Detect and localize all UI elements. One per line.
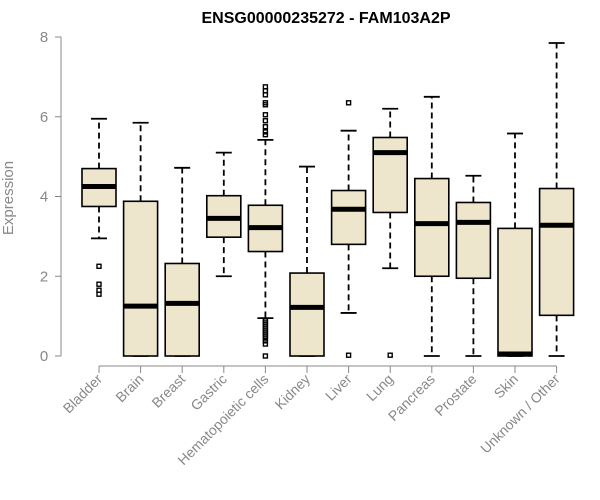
box-group-skin xyxy=(497,132,533,357)
chart-title: ENSG00000235272 - FAM103A2P xyxy=(201,10,450,27)
box-series xyxy=(81,42,575,359)
y-tick-label-2: 2 xyxy=(40,268,48,285)
outlier-hematopoietic-cells-2 xyxy=(262,92,269,98)
x-tick-label-kidney: Kidney xyxy=(272,371,314,413)
box-pancreas xyxy=(413,177,450,278)
outlier-hematopoietic-cells-7 xyxy=(262,124,269,130)
box-unknown-other xyxy=(538,187,575,317)
box-liver xyxy=(330,189,367,246)
outlier-hematopoietic-cells-22 xyxy=(262,353,269,359)
x-tick-label-prostate: Prostate xyxy=(431,371,479,419)
outlier-hematopoietic-cells-19 xyxy=(262,335,269,341)
box-group-brain xyxy=(122,121,159,357)
box-group-hematopoietic-cells xyxy=(247,84,284,359)
y-tick-label-6: 6 xyxy=(40,109,48,126)
box-group-kidney xyxy=(289,165,325,357)
x-tick-label-bladder: Bladder xyxy=(60,371,106,417)
box-kidney xyxy=(289,272,325,357)
y-tick-label-4: 4 xyxy=(40,189,48,206)
box-group-bladder xyxy=(81,117,117,297)
x-tick-label-brain: Brain xyxy=(112,371,146,405)
box-breast xyxy=(164,262,200,357)
box-group-breast xyxy=(164,166,200,357)
box-group-gastric xyxy=(206,151,242,278)
outlier-hematopoietic-cells-9 xyxy=(262,131,269,138)
x-tick-label-liver: Liver xyxy=(322,371,355,404)
box-group-lung xyxy=(372,107,409,358)
y-axis-label: Expression xyxy=(0,161,17,235)
outlier-hematopoietic-cells-20 xyxy=(262,338,269,344)
outlier-bladder-1 xyxy=(96,281,102,287)
y-axis: 0 2 4 6 8 xyxy=(40,29,62,365)
y-tick-label-8: 8 xyxy=(40,29,48,46)
box-group-pancreas xyxy=(413,95,450,357)
x-tick-label-skin: Skin xyxy=(491,371,522,402)
outlier-bladder-0 xyxy=(96,263,102,269)
box-group-liver xyxy=(330,100,367,358)
outlier-hematopoietic-cells-6 xyxy=(262,118,269,124)
outlier-hematopoietic-cells-8 xyxy=(262,129,269,135)
x-tick-label-lung: Lung xyxy=(363,371,396,404)
outlier-hematopoietic-cells-21 xyxy=(262,341,269,347)
outlier-hematopoietic-cells-5 xyxy=(262,112,269,118)
outlier-liver-0 xyxy=(345,100,352,106)
outlier-liver-1 xyxy=(345,352,352,358)
x-tick-label-breast: Breast xyxy=(148,371,188,411)
box-prostate xyxy=(455,201,492,280)
outlier-bladder-3 xyxy=(96,291,102,297)
box-group-unknown-other xyxy=(538,42,575,357)
outlier-lung-0 xyxy=(387,352,393,358)
y-tick-label-0: 0 xyxy=(40,348,48,365)
x-tick-label-unknown-other: Unknown / Other xyxy=(477,371,563,457)
outlier-hematopoietic-cells-4 xyxy=(262,102,269,108)
box-skin xyxy=(497,227,533,357)
box-lung xyxy=(372,136,409,214)
box-brain xyxy=(122,200,159,357)
box-group-prostate xyxy=(455,174,492,357)
